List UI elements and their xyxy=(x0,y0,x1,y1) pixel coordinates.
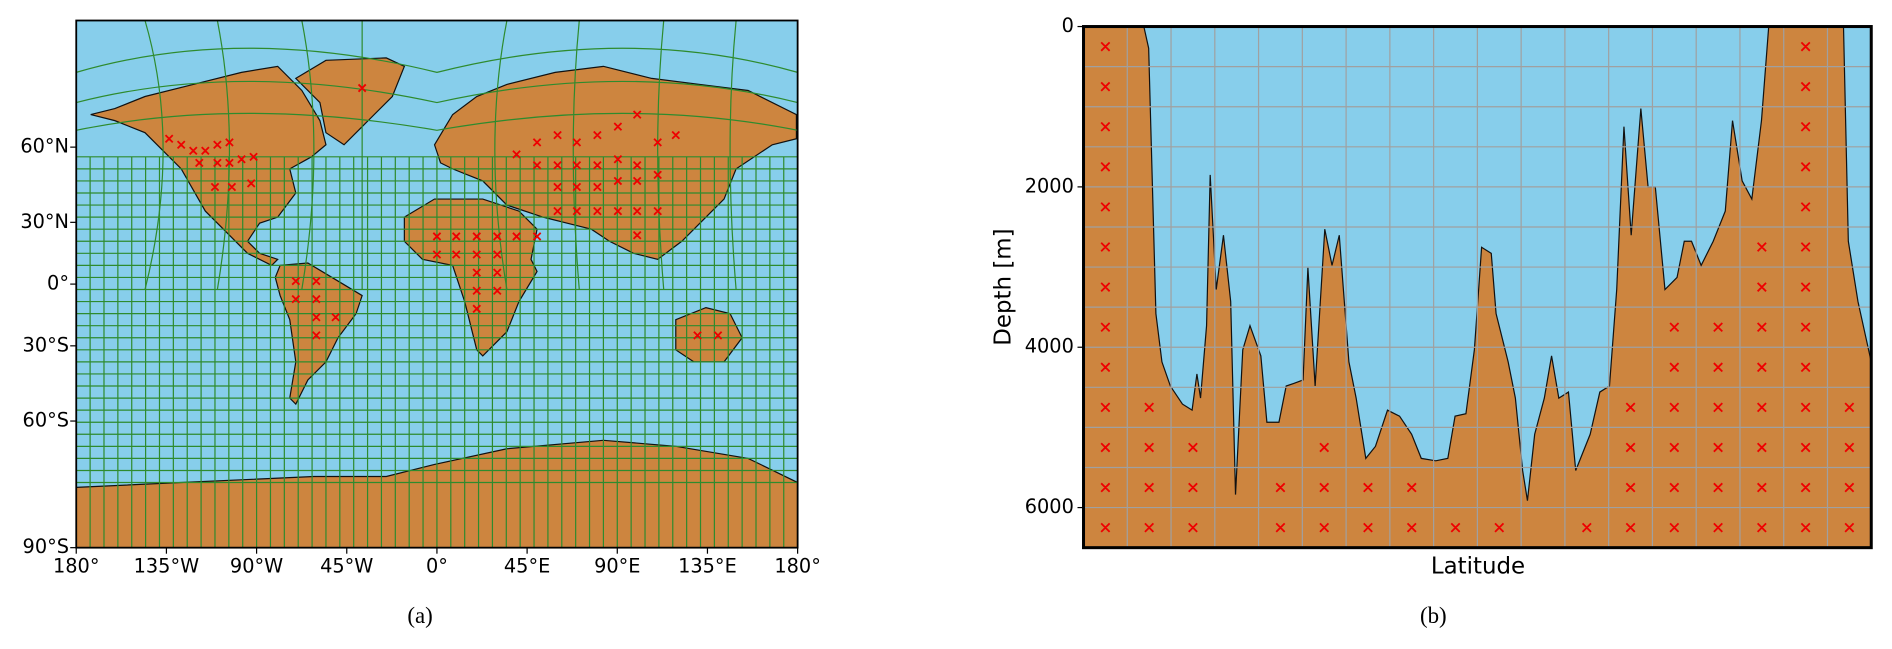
caption: (a) xyxy=(407,603,432,628)
y-tick-label: 4000 xyxy=(1025,335,1074,358)
x-tick-label: 135°E xyxy=(678,554,737,577)
x-tick-label: 135°W xyxy=(134,554,200,577)
greenland xyxy=(294,57,406,146)
map-axes: 180° 135°W 90°W 45°W 0° 45°E 90°E 135°E 180° 60°N… xyxy=(20,135,820,578)
y-tick-label: 0° xyxy=(47,272,69,295)
model-grid xyxy=(76,20,798,548)
y-tick-label: 60°S xyxy=(23,409,69,432)
map-panel xyxy=(76,20,798,548)
grid-arcs xyxy=(76,20,798,290)
x-axis-label: Latitude xyxy=(1431,553,1525,579)
grid-lines xyxy=(1083,26,1872,548)
cell-grid xyxy=(1083,26,1872,548)
grid-lines xyxy=(76,156,798,548)
y-tick-label: 6000 xyxy=(1025,495,1074,518)
caption: (b) xyxy=(1420,603,1447,628)
profile-panel xyxy=(1083,26,1872,548)
x-tick-label: 0° xyxy=(426,554,448,577)
x-tick-label: 180° xyxy=(774,554,820,577)
y-tick-label: 30°S xyxy=(23,333,69,356)
y-axis-label: Depth [m] xyxy=(990,228,1016,345)
x-tick-label: 180° xyxy=(53,554,99,577)
profile-frame xyxy=(1082,25,1873,550)
y-tick-label: 90°S xyxy=(23,535,69,558)
y-tick-label: 2000 xyxy=(1025,174,1074,197)
x-tick-label: 90°E xyxy=(594,554,640,577)
y-tick-label: 30°N xyxy=(20,210,69,233)
seafloor xyxy=(1083,26,1872,548)
profile-axes: 0 2000 4000 6000 xyxy=(1025,14,1084,518)
y-tick-label: 0 xyxy=(1062,14,1074,37)
y-tick-label: 60°N xyxy=(20,135,69,158)
ocean-points xyxy=(164,83,723,340)
x-tick-label: 45°W xyxy=(320,554,373,577)
x-tick-label: 45°E xyxy=(504,554,550,577)
x-tick-label: 90°W xyxy=(230,554,283,577)
cell-points xyxy=(1100,41,1855,533)
